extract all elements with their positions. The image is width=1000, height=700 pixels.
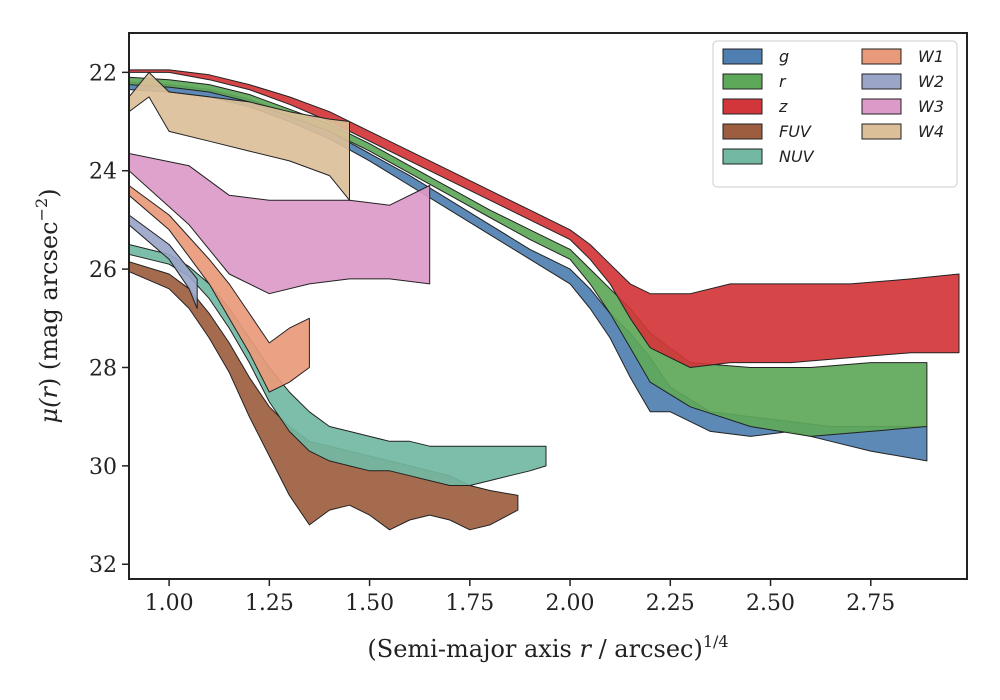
series-band-g: [129, 81, 928, 462]
legend-swatch: [861, 73, 902, 90]
series-band-w2: [129, 214, 198, 309]
x-tick-label: 2.25: [646, 591, 695, 616]
legend-label: W2: [918, 72, 944, 91]
x-tick-label: 1.25: [245, 591, 294, 616]
legend-swatch: [861, 98, 902, 115]
series-band-w1: [129, 185, 310, 393]
x-tick-label: 1.75: [445, 591, 494, 616]
legend-label: r: [779, 72, 787, 91]
legend-label: W3: [918, 97, 944, 116]
series-band-r: [129, 76, 928, 437]
legend-swatch: [722, 148, 763, 165]
series-band-fuv: [129, 261, 519, 531]
legend-swatch: [722, 73, 763, 90]
series-band-z: [129, 69, 960, 368]
legend-label: FUV: [779, 122, 812, 141]
series-band-w3: [129, 153, 431, 295]
x-tick-label: 1.50: [345, 591, 394, 616]
y-tick-label: 24: [89, 160, 117, 185]
x-tick-label: 2.75: [846, 591, 895, 616]
legend-swatch: [861, 48, 902, 65]
y-tick-label: 22: [89, 61, 117, 86]
legend: grz FUV NUV W1 W2 W3 W4: [712, 40, 958, 188]
legend-label: z: [778, 97, 788, 116]
legend-swatch: [722, 48, 763, 65]
plot-area: [129, 69, 960, 531]
series-band-w4: [129, 71, 350, 201]
legend-label: g: [779, 47, 789, 66]
x-tick-label: 2.00: [546, 591, 595, 616]
y-axis-title: μ(r) (mag arcsec−2): [32, 188, 63, 423]
y-tick-label: 28: [89, 356, 117, 381]
legend-label: W4: [918, 122, 944, 141]
legend-label: W1: [918, 47, 944, 66]
legend-label: NUV: [779, 147, 815, 166]
legend-swatch: [722, 123, 763, 140]
x-axis-title: (Semi-major axis r / arcsec)1/4: [367, 632, 728, 663]
y-tick-label: 32: [89, 553, 117, 578]
legend-swatch: [722, 98, 763, 115]
legend-swatch: [861, 123, 902, 140]
x-tick-label: 1.00: [145, 591, 194, 616]
y-tick-label: 26: [89, 258, 117, 283]
x-tick-label: 2.50: [746, 591, 795, 616]
axes: 1.00 1.25 1.50 1.75 2.00 2.25 2.50 2.75 22 24 26 28…: [89, 61, 895, 616]
y-tick-label: 30: [89, 455, 117, 480]
series-band-nuv: [129, 244, 547, 486]
plot-frame: [128, 32, 968, 580]
